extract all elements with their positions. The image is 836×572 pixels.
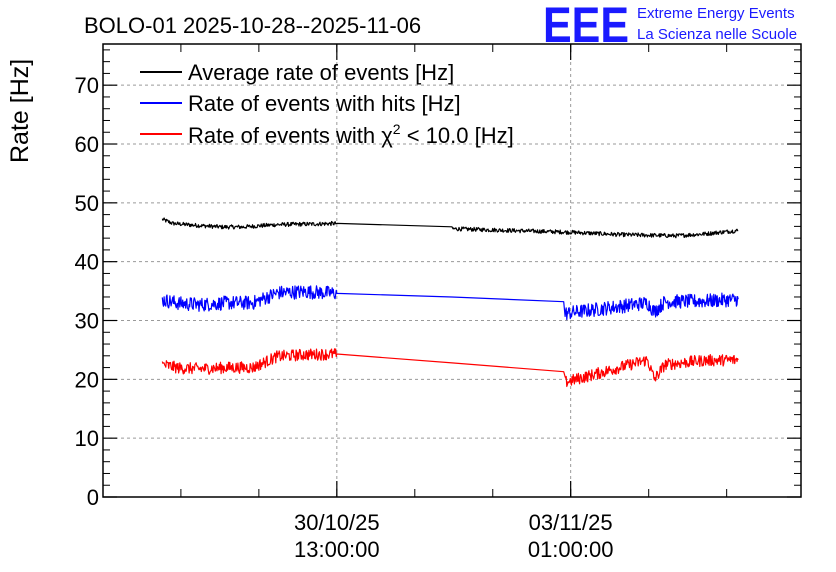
y-tick-label: 70: [75, 73, 99, 98]
x-tick-time: 13:00:00: [294, 537, 380, 562]
y-tick-label: 20: [75, 367, 99, 392]
y-tick-label: 40: [75, 250, 99, 275]
x-tick-date: 03/11/25: [529, 510, 613, 535]
legend-label-hits: Rate of events with hits [Hz]: [188, 91, 461, 116]
legend-label-average: Average rate of events [Hz]: [188, 60, 454, 85]
y-tick-label: 10: [75, 426, 99, 451]
legend: Average rate of events [Hz] Rate of even…: [140, 60, 514, 148]
y-tick-label: 30: [75, 309, 99, 334]
logo-mark: EEE: [543, 0, 629, 53]
plot-frame: [102, 43, 802, 498]
y-tick-label: 50: [75, 191, 99, 216]
grid: [103, 44, 801, 497]
eee-logo: EEE Extreme Energy Events La Scienza nel…: [543, 0, 797, 53]
series-line-0: [161, 217, 739, 239]
y-tick-label: 0: [87, 485, 99, 510]
y-axis-label: Rate [Hz]: [6, 59, 34, 163]
logo-line2: La Scienza nelle Scuole: [637, 26, 797, 43]
series-layer: [161, 217, 739, 388]
series-line-1: [161, 285, 739, 321]
y-tick-labels: 0 10 20 30 40 50 60 70: [75, 73, 99, 510]
axis-ticks: [103, 44, 801, 498]
legend-label-chi2: Rate of events with χ2 < 10.0 [Hz]: [188, 121, 514, 148]
x-tick-time: 01:00:00: [528, 537, 614, 562]
chart-title: BOLO-01 2025-10-28--2025-11-06: [84, 13, 421, 38]
x-tick-date: 30/10/25: [294, 510, 380, 535]
series-line-2: [161, 348, 739, 388]
logo-line1: Extreme Energy Events: [637, 5, 795, 22]
y-tick-label: 60: [75, 132, 99, 157]
